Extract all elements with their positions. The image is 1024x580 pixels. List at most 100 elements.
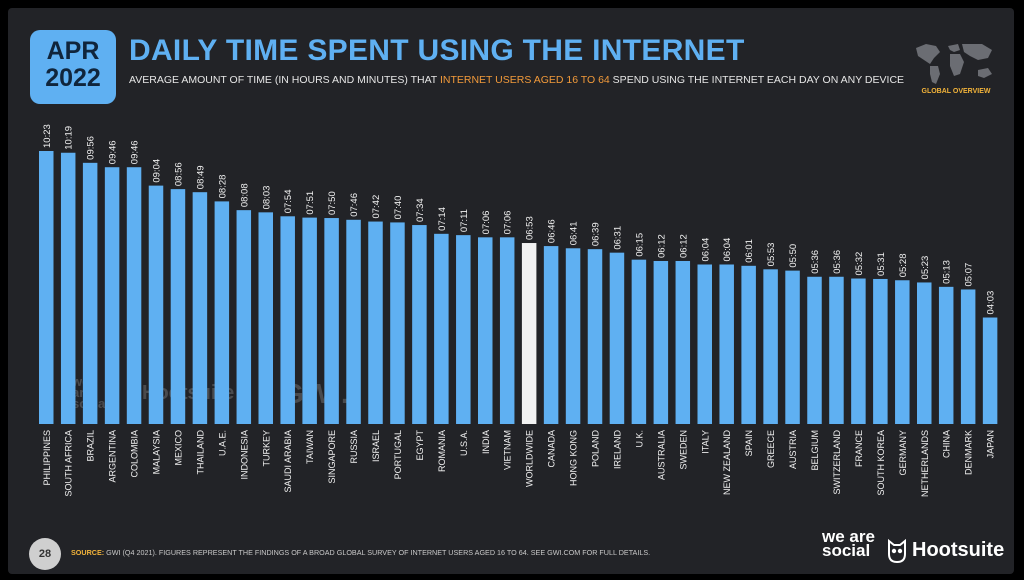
value-label: 07:50 — [327, 191, 338, 215]
value-label: 05:32 — [854, 252, 865, 276]
value-label: 07:42 — [371, 195, 382, 219]
category-label: IRELAND — [612, 430, 622, 470]
bar-south-korea — [873, 278, 888, 424]
value-label: 09:56 — [86, 136, 97, 160]
value-label: 04:03 — [986, 291, 997, 315]
hootsuite-logo: Hootsuite — [912, 539, 1005, 561]
value-label: 08:28 — [217, 175, 228, 199]
category-label: AUSTRALIA — [656, 430, 666, 480]
bar-argentina — [104, 167, 120, 424]
value-label: 06:15 — [634, 233, 645, 257]
category-label: SAUDI ARABIA — [283, 430, 293, 493]
value-label: 07:54 — [283, 190, 294, 214]
global-overview-label: GLOBAL OVERVIEW — [921, 88, 991, 95]
value-label: 08:03 — [261, 186, 272, 210]
bar-romania — [434, 233, 449, 424]
source-label: SOURCE: — [71, 548, 105, 557]
value-label: 07:46 — [349, 193, 360, 217]
value-label: 10:23 — [42, 124, 53, 148]
category-label: WORLDWIDE — [525, 430, 535, 487]
category-label: SOUTH KOREA — [876, 430, 886, 496]
value-label: 06:53 — [525, 216, 536, 240]
bar-thailand — [192, 192, 208, 424]
subtitle-post: SPEND USING THE INTERNET EACH DAY ON ANY… — [609, 74, 905, 86]
value-label: 06:01 — [744, 239, 755, 263]
bar-spain — [741, 265, 756, 424]
page-title: DAILY TIME SPENT USING THE INTERNET — [129, 34, 745, 67]
category-label: U.K. — [634, 430, 644, 448]
bar-china — [938, 286, 954, 424]
category-label: VIETNAM — [503, 430, 513, 470]
value-label: 07:34 — [415, 198, 426, 222]
date-month: APR — [46, 37, 100, 65]
bar-egypt — [412, 225, 427, 424]
category-label: TURKEY — [261, 430, 271, 467]
category-label: POLAND — [591, 430, 601, 468]
category-label: ITALY — [700, 430, 710, 454]
source-note: SOURCE: GWI (Q4 2021). FIGURES REPRESENT… — [71, 548, 650, 557]
category-label: U.A.E. — [217, 430, 227, 456]
category-label: SWEDEN — [678, 430, 688, 470]
date-year: 2022 — [45, 64, 101, 92]
value-label: 08:49 — [195, 165, 206, 189]
we-are-social-logo: we are social — [822, 527, 875, 560]
bar-austria — [785, 270, 800, 424]
bar-portugal — [390, 222, 405, 424]
bar-japan — [982, 317, 998, 424]
value-label: 06:12 — [678, 234, 689, 258]
value-label: 06:39 — [591, 222, 602, 246]
category-label: PORTUGAL — [393, 430, 403, 479]
bar-sweden — [675, 260, 691, 424]
category-label: DENMARK — [964, 430, 974, 475]
category-label: FRANCE — [854, 430, 864, 467]
value-label: 05:07 — [964, 263, 975, 287]
bar-denmark — [960, 289, 976, 424]
bar-colombia — [126, 167, 142, 424]
source-text: GWI (Q4 2021). FIGURES REPRESENT THE FIN… — [104, 548, 651, 557]
bar-australia — [653, 260, 669, 424]
bar-italy — [697, 264, 712, 424]
value-label: 09:46 — [130, 140, 141, 164]
category-label: ROMANIA — [437, 430, 447, 472]
value-label: 05:36 — [810, 250, 821, 274]
value-label: 05:28 — [898, 253, 909, 277]
world-map-icon — [916, 44, 992, 84]
category-label: MEXICO — [173, 430, 183, 466]
bar-u-s-a — [456, 235, 471, 424]
category-label: GERMANY — [898, 430, 908, 476]
bar-netherlands — [917, 282, 932, 424]
category-label: THAILAND — [195, 430, 205, 475]
category-label: ISRAEL — [371, 430, 381, 462]
value-label: 08:56 — [173, 162, 184, 186]
bar-switzerland — [829, 276, 844, 424]
value-label: 06:04 — [722, 238, 733, 262]
bar-mexico — [170, 189, 186, 424]
bar-ireland — [609, 252, 625, 424]
value-label: 08:08 — [239, 183, 250, 207]
category-label: BELGIUM — [810, 430, 820, 471]
value-label: 06:12 — [656, 234, 667, 258]
value-label: 07:06 — [503, 211, 514, 235]
bar-new-zealand — [719, 264, 734, 424]
category-label: MALAYSIA — [152, 430, 162, 474]
category-label: INDONESIA — [239, 430, 249, 480]
category-label: JAPAN — [986, 430, 996, 458]
category-label: NEW ZEALAND — [722, 430, 732, 496]
bar-turkey — [258, 212, 273, 424]
value-label: 07:40 — [393, 196, 404, 220]
category-label: GREECE — [766, 430, 776, 468]
bar-poland — [587, 249, 603, 424]
bar-greece — [763, 269, 778, 424]
bar-belgium — [807, 276, 822, 424]
value-label: 10:19 — [64, 126, 75, 150]
bar-taiwan — [302, 217, 317, 424]
page-subtitle: AVERAGE AMOUNT OF TIME (IN HOURS AND MIN… — [129, 74, 904, 86]
bar-u-k — [631, 259, 647, 424]
bar-vietnam — [499, 237, 515, 424]
value-label: 05:36 — [832, 250, 843, 274]
category-label: TAIWAN — [305, 430, 315, 464]
page-number: 28 — [29, 538, 61, 570]
value-label: 07:14 — [437, 207, 448, 231]
category-label: U.S.A. — [459, 430, 469, 456]
